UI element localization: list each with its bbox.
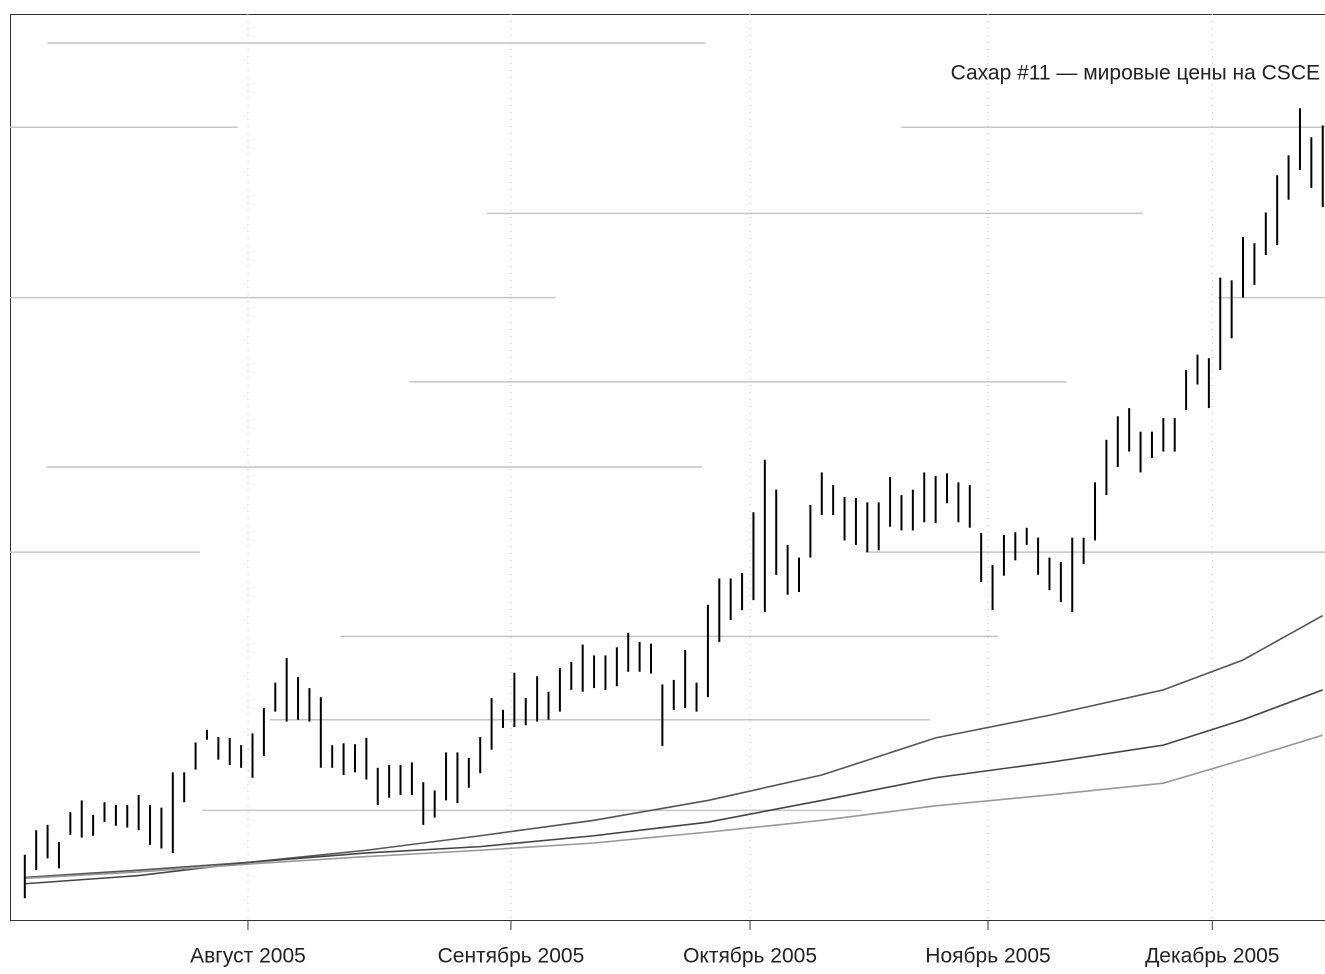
x-tick-label: Октябрь 2005 [683,945,817,968]
x-tick-label: Сентябрь 2005 [438,945,585,968]
x-tick-label: Ноябрь 2005 [925,945,1050,968]
moving-average [25,616,1323,878]
chart-title: Сахар #11 — мировые цены на CSCE [951,62,1320,85]
x-tick-label: Август 2005 [190,945,306,968]
x-tick-label: Декабрь 2005 [1145,945,1279,968]
